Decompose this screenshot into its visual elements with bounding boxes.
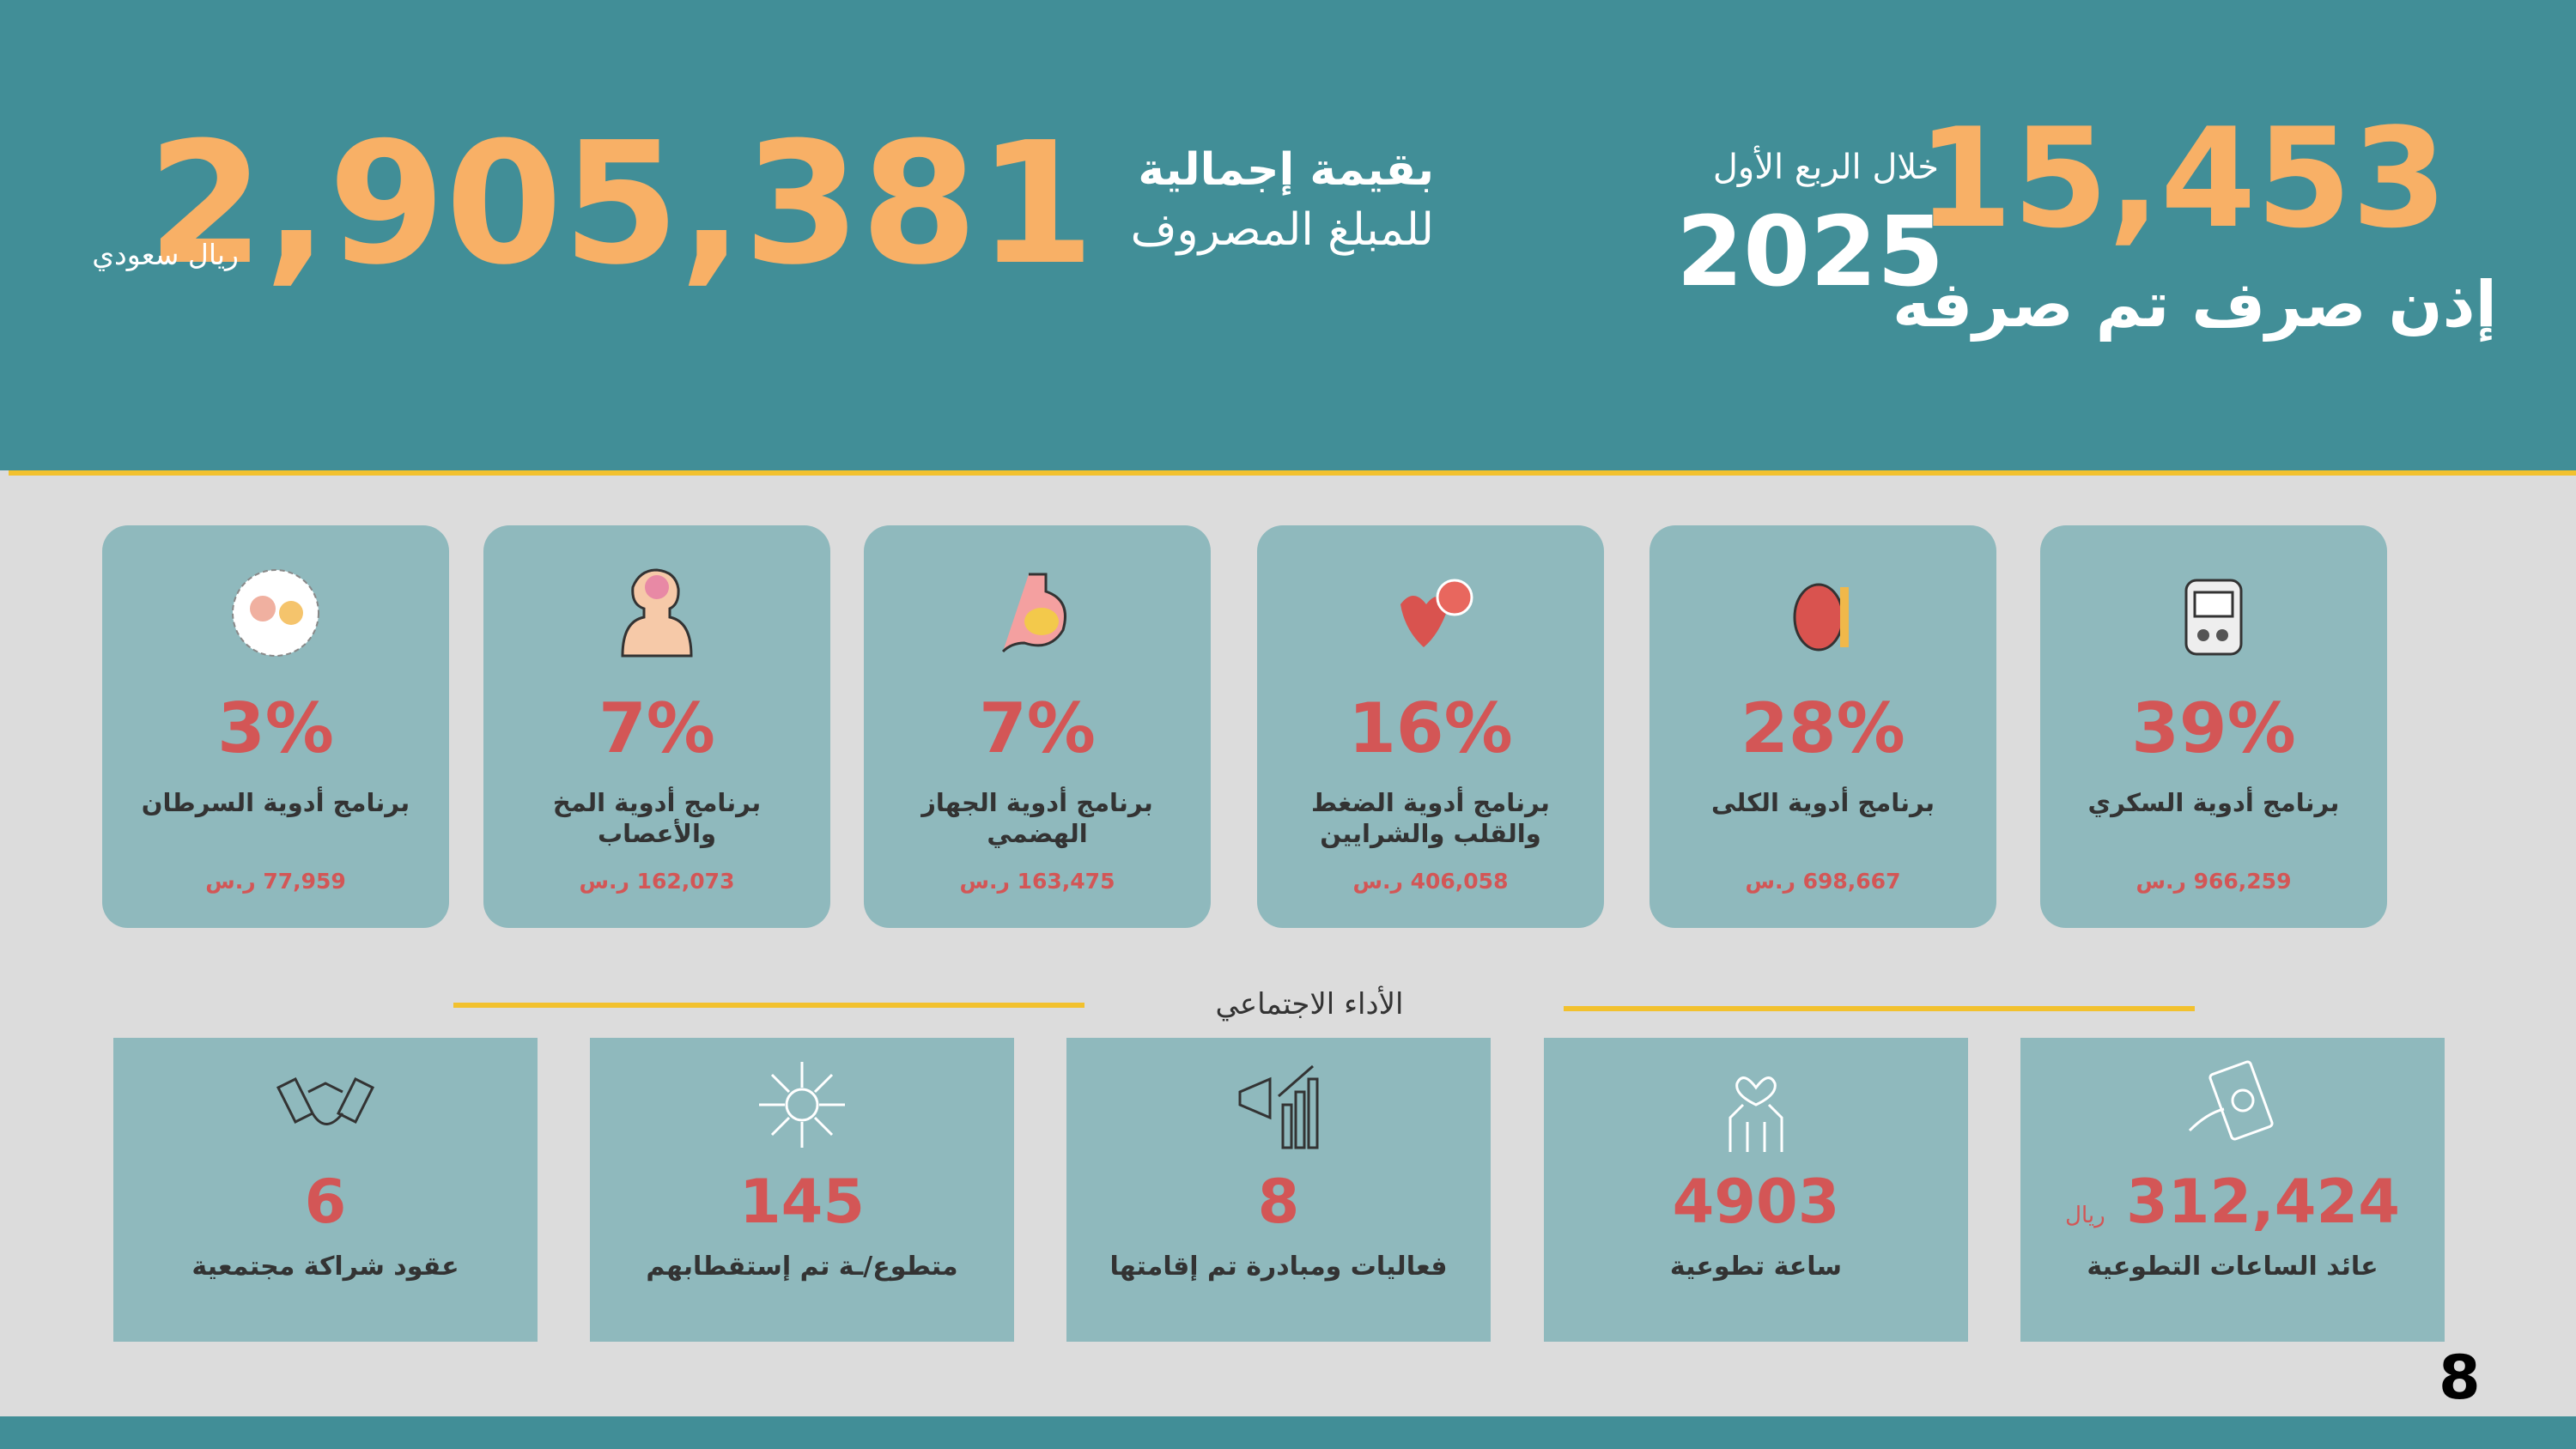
section-rule <box>453 1003 1084 1008</box>
program-card: 7% برنامج أدوية المخ والأعصاب 162,073 ر.… <box>483 525 830 928</box>
value: 145 <box>738 1167 866 1237</box>
icon <box>232 569 319 657</box>
social-value: 145 <box>590 1167 1014 1237</box>
period-year: 2025 <box>1676 197 1944 308</box>
program-label: برنامج أدوية الكلى <box>1711 788 1935 817</box>
amount: 698,667 <box>1802 869 1901 894</box>
currency: ر.س <box>959 869 1010 894</box>
program-card: 3% برنامج أدوية السرطان 77,959 ر.س <box>102 525 449 928</box>
program-card: 16% برنامج أدوية الضغط والقلب والشرايين … <box>1257 525 1604 928</box>
footer-band <box>0 1416 2576 1449</box>
social-card: 4903 ساعة تطوعية <box>1544 1038 1968 1342</box>
program-card: 7% برنامج أدوية الجهاز الهضمي 163,475 ر.… <box>864 525 1211 928</box>
social-label: عقود شراكة مجتمعية <box>191 1252 459 1282</box>
program-percent: 16% <box>1348 688 1513 768</box>
program-label: برنامج أدوية السرطان <box>141 788 410 817</box>
social-label: ساعة تطوعية <box>1669 1252 1843 1282</box>
value: 312,424 <box>2126 1167 2400 1237</box>
social-card: 6 عقود شراكة مجتمعية <box>113 1038 538 1342</box>
icon <box>621 568 693 658</box>
currency: ر.س <box>205 869 256 894</box>
section-title: الأداء الاجتماعي <box>1215 987 1404 1022</box>
program-card: 39% برنامج أدوية السكري 966,259 ر.س <box>2040 525 2387 928</box>
program-amount: 77,959 ر.س <box>102 869 449 894</box>
amount: 77,959 <box>263 869 346 894</box>
icon <box>276 1076 375 1125</box>
value: 6 <box>304 1167 347 1237</box>
program-card: 28% برنامج أدوية الكلى 698,667 ر.س <box>1649 525 1996 928</box>
dispensed-label: إذن صرف تم صرفه <box>1893 268 2497 342</box>
icon <box>2184 579 2243 656</box>
icon <box>759 1062 845 1148</box>
header-band <box>0 0 2576 470</box>
header-rule <box>9 470 2576 476</box>
amount: 966,259 <box>2193 869 2292 894</box>
program-percent: 28% <box>1741 688 1905 768</box>
amount: 406,058 <box>1410 869 1509 894</box>
icon <box>1001 573 1066 653</box>
social-card: 8 فعاليات ومبادرة تم إقامتها <box>1066 1038 1491 1342</box>
section-rule <box>1564 1006 2195 1011</box>
social-value: 6 <box>113 1167 538 1237</box>
social-card: 312,424 ريال عائد الساعات التطوعية <box>2020 1038 2445 1342</box>
program-percent: 39% <box>2131 688 2296 768</box>
program-percent: 7% <box>979 688 1096 768</box>
program-amount: 163,475 ر.س <box>864 869 1211 894</box>
total-currency: ريال سعودي <box>92 238 239 271</box>
social-label: عائد الساعات التطوعية <box>2087 1252 2379 1282</box>
amount: 162,073 <box>636 869 735 894</box>
dispensed-count: 15,453 <box>1917 98 2447 258</box>
amount: 163,475 <box>1017 869 1115 894</box>
social-label: متطوع/ـة تم إستقطابهم <box>646 1252 958 1282</box>
program-percent: 7% <box>598 688 715 768</box>
currency: ر.س <box>1352 869 1403 894</box>
program-amount: 162,073 ر.س <box>483 869 830 894</box>
total-label: بقيمة إجمالية <box>1138 144 1434 196</box>
currency: ر.س <box>1745 869 1795 894</box>
program-label: برنامج أدوية السكري <box>2087 788 2340 817</box>
total-label: للمبلغ المصروف <box>1130 204 1434 256</box>
program-amount: 698,667 ر.س <box>1649 869 1996 894</box>
program-label: برنامج أدوية الجهاز الهضمي <box>921 788 1153 848</box>
total-amount: 2,905,381 <box>147 106 1095 302</box>
program-label: برنامج أدوية الضغط والقلب والشرايين <box>1311 788 1550 848</box>
social-label: فعاليات ومبادرة تم إقامتها <box>1109 1252 1448 1282</box>
currency: ر.س <box>579 869 629 894</box>
icon <box>2188 1060 2274 1141</box>
icon <box>1400 579 1473 647</box>
period-label: خلال الربع الأول <box>1712 148 1939 187</box>
icon <box>1238 1064 1319 1149</box>
unit: ريال <box>2065 1203 2105 1228</box>
value: 8 <box>1257 1167 1300 1237</box>
program-amount: 966,259 ر.س <box>2040 869 2387 894</box>
social-value: 4903 <box>1544 1167 1968 1237</box>
social-card: 145 متطوع/ـة تم إستقطابهم <box>590 1038 1014 1342</box>
icon <box>1793 583 1849 652</box>
value: 4903 <box>1672 1167 1840 1237</box>
social-value: 312,424 ريال <box>2020 1167 2445 1237</box>
program-amount: 406,058 ر.س <box>1257 869 1604 894</box>
page-number: 8 <box>2439 1343 2481 1413</box>
currency: ر.س <box>2136 869 2186 894</box>
program-percent: 3% <box>217 688 334 768</box>
social-value: 8 <box>1066 1167 1491 1237</box>
program-label: برنامج أدوية المخ والأعصاب <box>552 788 762 848</box>
icon <box>1728 1076 1783 1152</box>
